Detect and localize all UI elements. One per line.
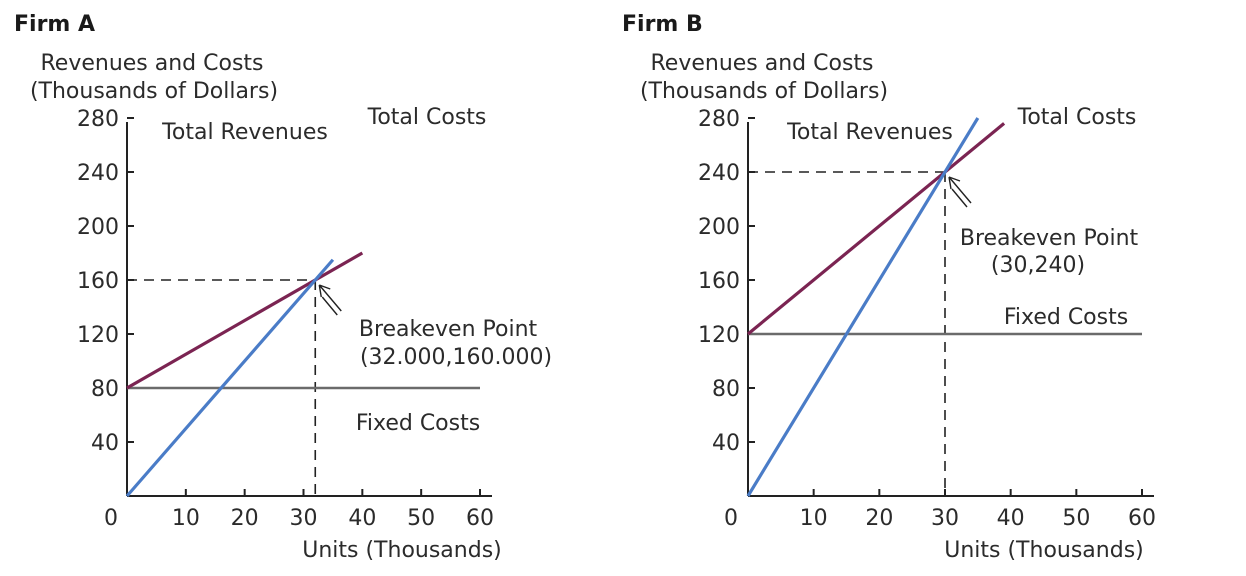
firm-b-xlabel: Units (Thousands) — [944, 538, 1144, 563]
firm-b-y-tick-label: 40 — [712, 431, 740, 456]
firm-b-chart: Firm B Revenues and Costs (Thousands of … — [622, 12, 1156, 563]
firm-b-x-tick-label: 30 — [931, 506, 959, 531]
firm-a-fixed-costs-label: Fixed Costs — [356, 411, 480, 436]
firm-b-x-tick-label: 20 — [865, 506, 893, 531]
firm-a-x-tick-label: 20 — [231, 506, 259, 531]
firm-b-fixed-costs-label: Fixed Costs — [1004, 305, 1128, 330]
firm-b-x-tick-label: 10 — [800, 506, 828, 531]
firm-b-y-tick-label: 240 — [698, 161, 740, 186]
firm-a-total-revenues-line — [125, 258, 335, 498]
firm-b-ylabel-line1: Revenues and Costs — [650, 51, 873, 76]
firm-b-total-costs-line — [746, 122, 1006, 336]
firm-a-y-tick-label: 200 — [77, 215, 119, 240]
firm-a-title: Firm A — [14, 12, 95, 37]
firm-a-x-tick-label: 50 — [407, 506, 435, 531]
firm-b-total-costs-label: Total Costs — [1017, 105, 1137, 130]
firm-a-x-tick-label: 40 — [348, 506, 376, 531]
firm-a-y-tick-label: 120 — [77, 323, 119, 348]
firm-a-y-tick-label: 280 — [77, 107, 119, 132]
firm-a-y-tick-label: 40 — [91, 431, 119, 456]
firm-a-breakeven-label: Breakeven Point — [359, 317, 538, 342]
firm-a-x-tick-label: 10 — [172, 506, 200, 531]
firm-a-x-tick-label: 60 — [466, 506, 494, 531]
firm-a-x-tick-label: 0 — [104, 506, 118, 531]
firm-b-y-tick-label: 120 — [698, 323, 740, 348]
firm-b-breakeven-label: Breakeven Point — [960, 226, 1139, 251]
firm-b-y-tick-label: 160 — [698, 269, 740, 294]
firm-a-y-tick-label: 160 — [77, 269, 119, 294]
firm-b-x-tick-label: 40 — [997, 506, 1025, 531]
firm-a-chart: Firm A Revenues and Costs (Thousands of … — [14, 12, 552, 563]
firm-a-y-tick-label: 80 — [91, 377, 119, 402]
firm-a-ylabel-line1: Revenues and Costs — [40, 51, 263, 76]
firm-a-breakeven-coords: (32.000,160.000) — [360, 345, 552, 370]
firm-b-total-revenues-line — [746, 117, 980, 497]
firm-a-total-revenues-label: Total Revenues — [161, 120, 328, 145]
firm-b-breakeven-coords: (30,240) — [991, 253, 1085, 278]
firm-b-total-revenues-label: Total Revenues — [786, 120, 953, 145]
firm-a-ylabel-line2: (Thousands of Dollars) — [30, 79, 278, 104]
firm-a-y-tick-label: 240 — [77, 161, 119, 186]
firm-b-x-tick-label: 0 — [724, 506, 738, 531]
firm-b-breakeven-arrow — [948, 176, 972, 208]
firm-b-y-tick-label: 200 — [698, 215, 740, 240]
firm-b-ylabel-line2: (Thousands of Dollars) — [640, 79, 888, 104]
firm-b-y-tick-label: 80 — [712, 377, 740, 402]
firm-b-title: Firm B — [622, 12, 703, 37]
firm-b-y-tick-label: 280 — [698, 107, 740, 132]
firm-a-x-tick-label: 30 — [290, 506, 318, 531]
firm-a-total-costs-label: Total Costs — [367, 105, 487, 130]
firm-a-breakeven-arrow — [318, 284, 342, 316]
firm-a-total-costs-line — [126, 251, 364, 390]
firm-a-xlabel: Units (Thousands) — [302, 538, 502, 563]
firm-b-x-tick-label: 50 — [1062, 506, 1090, 531]
firm-b-x-tick-label: 60 — [1128, 506, 1156, 531]
